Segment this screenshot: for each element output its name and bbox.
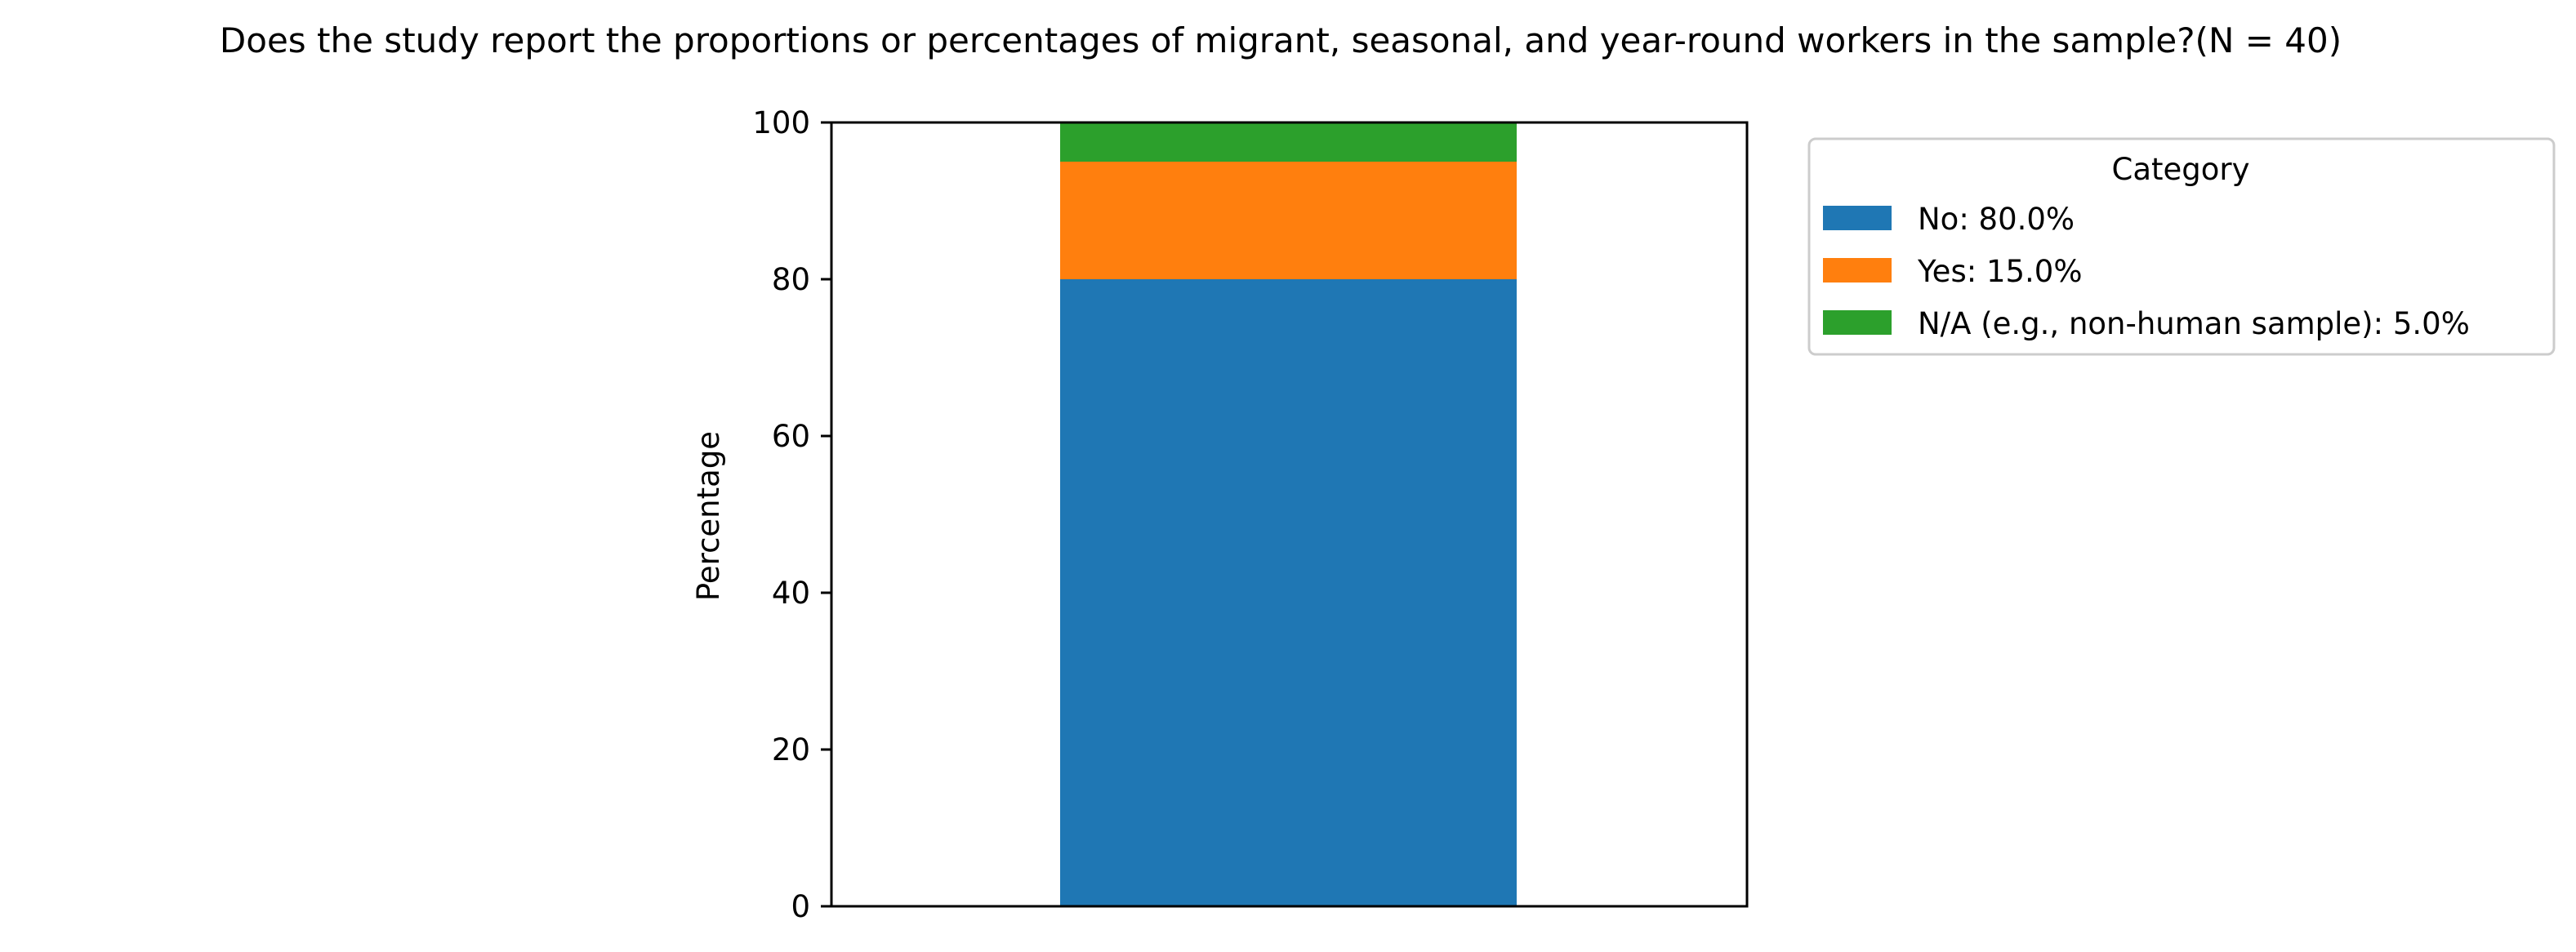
bar-segment-2 bbox=[1060, 122, 1517, 162]
bar-segment-0 bbox=[1060, 279, 1517, 906]
legend-title: Category bbox=[2111, 152, 2249, 187]
chart-title: Does the study report the proportions or… bbox=[220, 20, 2342, 60]
y-tick-label: 0 bbox=[791, 889, 810, 924]
legend-swatch-0 bbox=[1823, 206, 1892, 230]
legend-entries: No: 80.0% Yes: 15.0% N/A (e.g., non-human … bbox=[1823, 202, 2470, 341]
legend: Category No: 80.0% Yes: 15.0% N/A (e.g., n… bbox=[1807, 137, 2556, 356]
legend-swatch-1 bbox=[1823, 258, 1892, 282]
axes-frame bbox=[830, 121, 1749, 908]
legend-box bbox=[1807, 137, 2556, 356]
plot-area bbox=[830, 121, 1749, 908]
y-axis: 0 20 40 60 80 100 bbox=[752, 105, 831, 924]
legend-label-2: N/A (e.g., non-human sample): 5.0% bbox=[1918, 306, 2470, 341]
bar-segment-1 bbox=[1060, 162, 1517, 279]
legend-label-1: Yes: 15.0% bbox=[1917, 254, 2083, 289]
legend-swatch-2 bbox=[1823, 310, 1892, 335]
y-tick-label: 80 bbox=[772, 262, 810, 297]
legend-label-0: No: 80.0% bbox=[1918, 202, 2075, 237]
y-tick-label: 20 bbox=[772, 732, 810, 767]
y-tick-label: 40 bbox=[772, 576, 810, 611]
y-axis-label: Percentage bbox=[691, 431, 726, 601]
y-tick-label: 60 bbox=[772, 419, 810, 454]
y-tick-label: 100 bbox=[752, 105, 810, 140]
